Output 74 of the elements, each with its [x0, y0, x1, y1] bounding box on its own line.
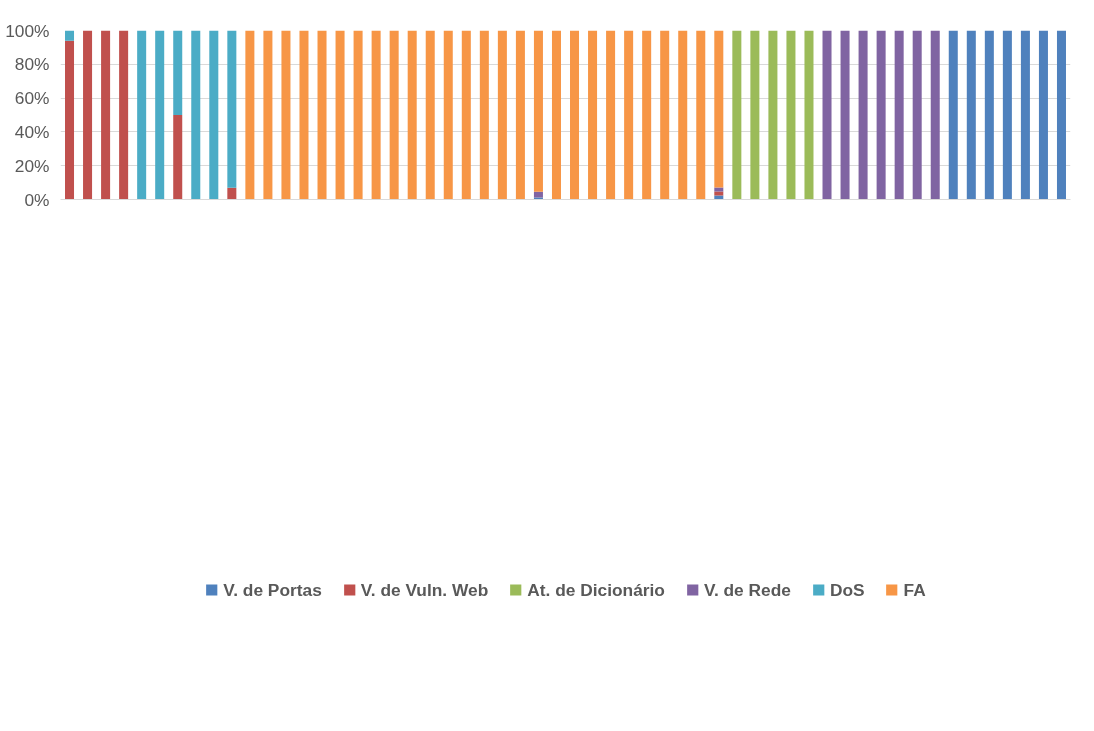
bar [335, 30, 345, 200]
y-tick-label: 0% [24, 189, 50, 210]
bar [750, 30, 760, 200]
bar [551, 30, 561, 200]
legend-label: At. de Dicionário [527, 579, 665, 601]
bar [101, 30, 111, 200]
bar [497, 30, 507, 200]
bar [263, 30, 273, 200]
bar [804, 30, 814, 200]
bar [227, 187, 237, 200]
bar [876, 30, 886, 200]
bar [407, 30, 417, 200]
bar [137, 30, 147, 200]
bar [606, 30, 616, 200]
legend-label: V. de Portas [223, 579, 322, 601]
bar [281, 30, 291, 200]
bar [714, 30, 724, 188]
bar [317, 30, 327, 200]
legend-label: DoS [829, 579, 865, 601]
bar [984, 30, 994, 200]
bar [119, 30, 129, 200]
y-tick-label: 80% [14, 54, 50, 75]
bar [1056, 30, 1066, 200]
y-tick-label: 20% [14, 155, 50, 176]
bar [515, 30, 525, 200]
bar [858, 30, 868, 200]
bar [624, 30, 634, 200]
bar [822, 30, 832, 200]
bar [912, 30, 922, 200]
bar [65, 30, 75, 41]
legend-label: V. de Vuln. Web [360, 579, 489, 601]
bar [1038, 30, 1048, 200]
bar [389, 30, 399, 200]
bar [533, 30, 543, 192]
bar [65, 40, 75, 200]
bar [1002, 30, 1012, 200]
bar [894, 30, 904, 200]
bar [786, 30, 796, 200]
bar [461, 30, 471, 200]
y-tick-label: 40% [14, 121, 50, 142]
bar [479, 30, 489, 200]
bar [714, 195, 724, 200]
bar [948, 30, 958, 200]
legend-label: FA [903, 579, 926, 601]
bar [966, 30, 976, 200]
bar [840, 30, 850, 200]
bar [173, 115, 183, 200]
bar [371, 30, 381, 200]
bar [533, 197, 543, 200]
bar [642, 30, 652, 200]
bar [588, 30, 598, 200]
bar [732, 30, 742, 200]
bar [191, 30, 201, 200]
bar [768, 30, 778, 200]
bar [209, 30, 219, 200]
bar [930, 30, 940, 200]
bar [696, 30, 706, 200]
bar [425, 30, 435, 200]
bar [570, 30, 580, 200]
bar [227, 30, 237, 188]
bar [443, 30, 453, 200]
bar [714, 187, 724, 192]
bar [1020, 30, 1030, 200]
bar [678, 30, 688, 200]
bar [660, 30, 670, 200]
bar [353, 30, 363, 200]
bar [155, 30, 165, 200]
bar [299, 30, 309, 200]
bar [173, 30, 183, 115]
legend-label: V. de Rede [703, 579, 791, 601]
bar [245, 30, 255, 200]
bar [83, 30, 93, 200]
y-tick-label: 100% [5, 20, 50, 41]
y-tick-label: 60% [14, 88, 50, 109]
